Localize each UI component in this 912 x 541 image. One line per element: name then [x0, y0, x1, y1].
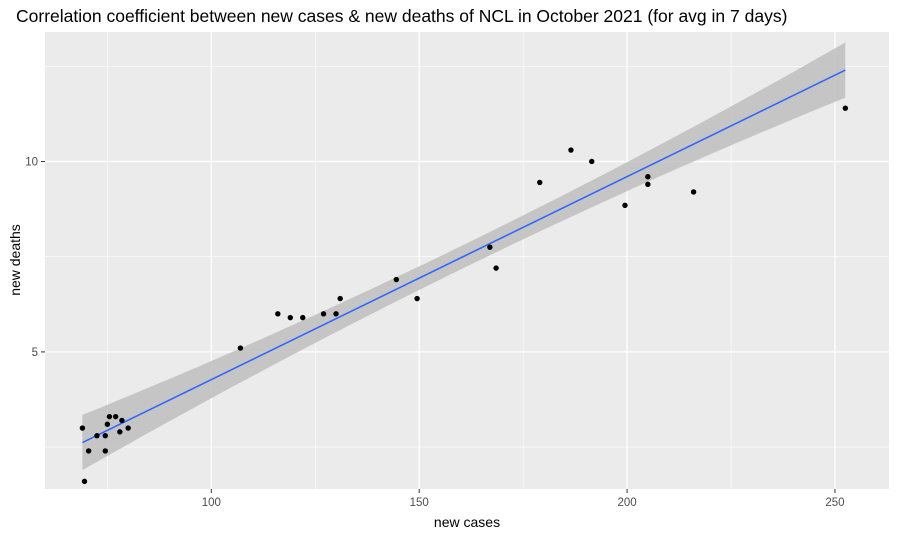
data-point: [393, 276, 400, 283]
data-point: [414, 295, 420, 302]
data-point: [333, 311, 339, 317]
fit-line-layer: [82, 69, 846, 444]
data-point: [300, 314, 306, 321]
data-point: [622, 202, 628, 208]
data-point: [85, 448, 92, 454]
data-point: [81, 478, 88, 485]
x-tick-label: 150: [410, 497, 429, 509]
data-point: [102, 448, 108, 454]
chart-title: Correlation coefficient between new case…: [16, 6, 787, 26]
data-point: [275, 311, 281, 317]
x-axis-ticks: 100 150 200 250: [202, 489, 845, 509]
x-tick-label: 100: [202, 497, 221, 509]
data-point: [104, 421, 111, 427]
y-axis-title: new deaths: [7, 224, 23, 296]
data-point: [645, 181, 651, 188]
data-points: [79, 105, 849, 485]
fit-line: [82, 69, 846, 444]
y-tick-label: 10: [25, 156, 38, 168]
data-point: [337, 295, 343, 302]
data-point: [112, 413, 119, 420]
data-point: [589, 158, 595, 165]
x-tick-label: 250: [825, 497, 844, 509]
data-point: [94, 432, 100, 439]
data-point: [320, 311, 327, 317]
data-point: [690, 189, 697, 195]
y-tick-label: 5: [32, 347, 38, 359]
x-tick-label: 200: [617, 497, 636, 509]
data-point: [106, 413, 113, 420]
data-point: [125, 425, 131, 431]
data-point: [237, 345, 244, 351]
major-gridlines: [45, 32, 889, 489]
data-point: [645, 174, 651, 180]
data-point: [102, 432, 108, 439]
data-point: [79, 425, 86, 431]
data-point: [119, 417, 125, 424]
data-point: [537, 179, 543, 186]
data-point: [117, 429, 123, 435]
data-point: [287, 314, 294, 321]
data-point: [568, 147, 574, 153]
data-point: [487, 244, 493, 250]
y-axis-ticks: 5 10: [25, 156, 45, 359]
data-point: [842, 105, 849, 111]
data-point: [493, 265, 499, 271]
x-axis-title: new cases: [434, 514, 500, 530]
